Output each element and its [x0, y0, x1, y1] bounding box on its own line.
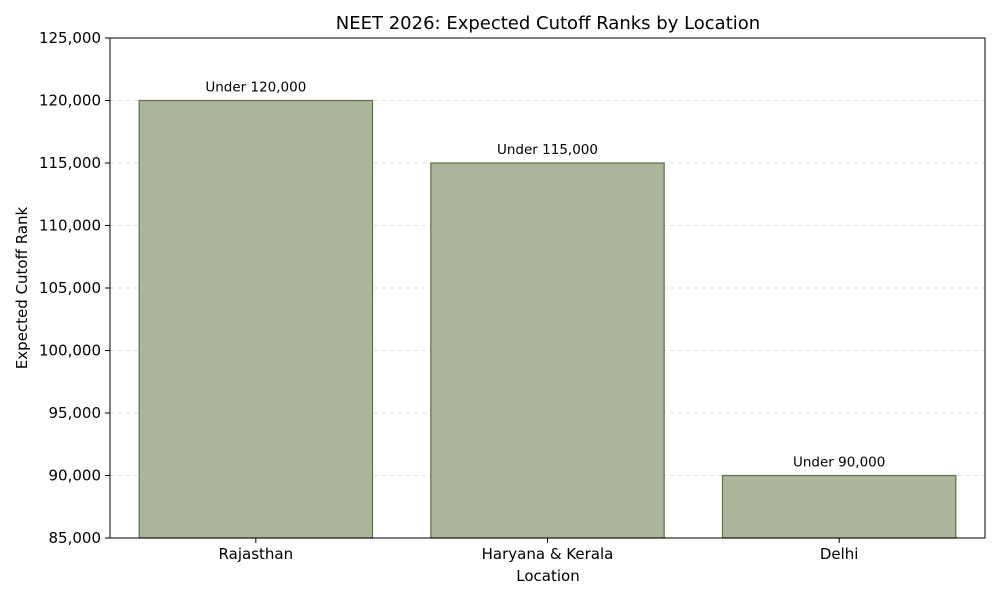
bar-data-label: Under 115,000	[497, 142, 598, 158]
y-tick-label: 90,000	[49, 467, 102, 485]
y-tick-label: 115,000	[39, 154, 101, 172]
y-axis-ticks: 85,000 90,000 95,000 100,000 105,000 110,000 1…	[39, 29, 110, 547]
bar	[430, 162, 665, 539]
y-tick-label: 125,000	[39, 29, 101, 47]
x-axis-ticks: Rajasthan Haryana & Kerala Delhi	[219, 538, 859, 563]
y-tick-label: 105,000	[39, 279, 101, 297]
y-tick-label: 110,000	[39, 217, 101, 235]
y-tick-label: 85,000	[49, 529, 102, 547]
y-axis-label: Expected Cutoff Rank	[13, 207, 31, 370]
bar	[138, 99, 374, 539]
bar	[721, 474, 957, 539]
chart-title: NEET 2026: Expected Cutoff Ranks by Loca…	[336, 13, 760, 34]
x-tick-label: Haryana & Kerala	[482, 545, 614, 563]
bars	[138, 99, 957, 539]
x-tick-label: Rajasthan	[219, 545, 294, 563]
bar-data-label: Under 90,000	[793, 455, 885, 471]
y-tick-label: 100,000	[39, 342, 101, 360]
y-tick-label: 95,000	[49, 404, 102, 422]
y-tick-label: 120,000	[39, 92, 101, 110]
x-axis-label: Location	[516, 567, 579, 585]
x-tick-label: Delhi	[820, 545, 859, 563]
data-labels: Under 120,000 Under 115,000 Under 90,000	[205, 80, 885, 471]
bar-data-label: Under 120,000	[205, 80, 306, 96]
